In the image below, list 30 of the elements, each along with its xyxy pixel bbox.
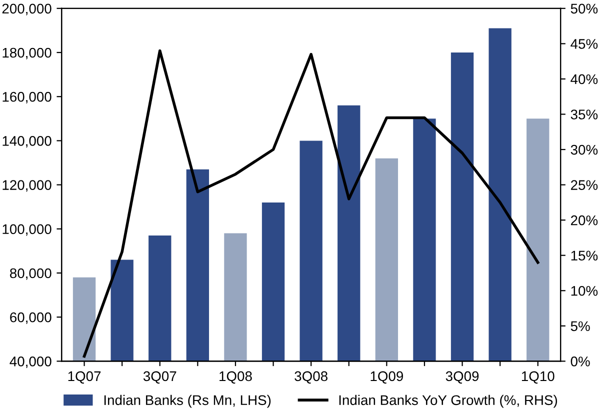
y-tick-label: 180,000: [2, 48, 52, 60]
legend-label: Indian Banks YoY Growth (%, RHS): [339, 394, 558, 408]
y-tick-label: 200,000: [2, 4, 52, 16]
y2-tick-label: 5%: [570, 321, 590, 332]
x-tick-label: 1Q07: [68, 371, 101, 384]
legend-label: Indian Banks (Rs Mn, LHS): [104, 394, 271, 408]
x-tick-label: 3Q09: [446, 371, 479, 384]
y-tick-label: 60,000: [10, 312, 52, 324]
y-tick-label: 160,000: [2, 92, 52, 104]
y2-tick-label: 20%: [570, 215, 598, 226]
y2-tick-label: 10%: [571, 286, 598, 296]
y-tick-label: 40,000: [10, 356, 52, 368]
x-tick-label: 3Q07: [143, 371, 176, 384]
y2-tick-label: 45%: [570, 39, 598, 49]
line-series: [82, 49, 540, 358]
x-tick-label: 3Q08: [294, 371, 328, 384]
x-tick-label: 1Q09: [370, 371, 404, 384]
y-tick-label: 80,000: [10, 268, 52, 280]
y2-tick-label: 25%: [570, 180, 598, 190]
y2-tick-label: 0%: [570, 356, 590, 366]
y2-tick-label: 35%: [570, 110, 598, 120]
y2-tick-label: 50%: [570, 4, 598, 14]
y-tick-label: 100,000: [2, 224, 52, 236]
x-tick-label: 1Q10: [522, 371, 554, 384]
x-tick-label: 1Q08: [220, 371, 252, 384]
y2-tick-label: 15%: [571, 250, 598, 261]
y-tick-label: 140,000: [2, 136, 52, 148]
y2-tick-label: 30%: [570, 144, 598, 155]
y-tick-label: 120,000: [2, 180, 52, 192]
y2-tick-label: 40%: [570, 74, 598, 84]
